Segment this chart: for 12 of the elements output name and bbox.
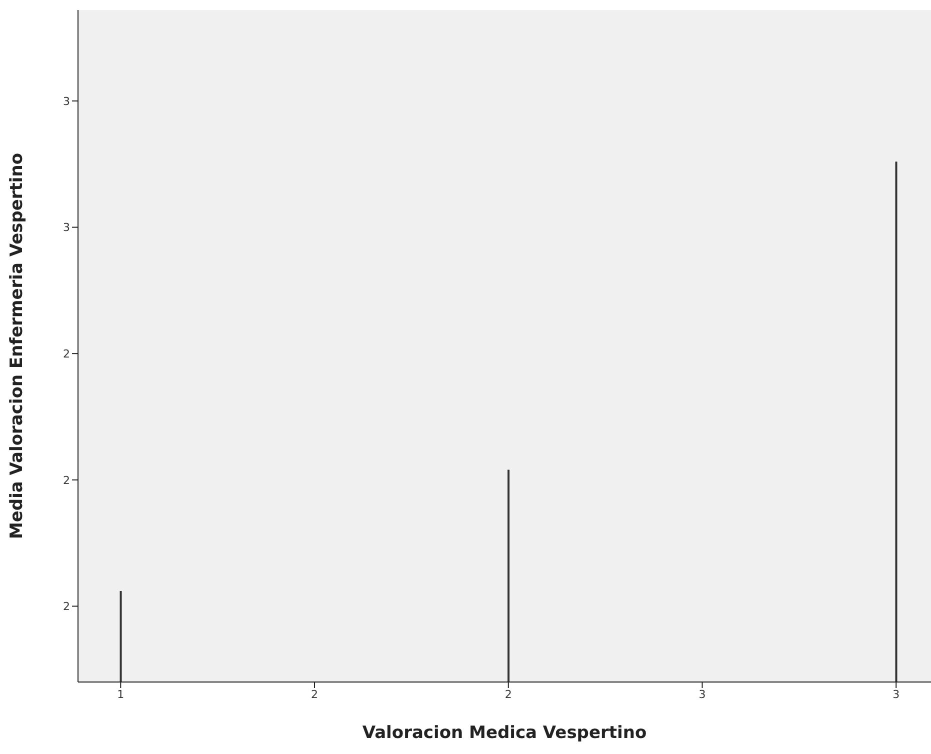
- x-axis-title: Valoracion Medica Vespertino: [362, 723, 647, 743]
- y-axis-title: Media Valoracion Enfermeria Vespertino: [7, 152, 28, 540]
- x-tick-label: 3: [698, 688, 706, 701]
- x-tick-label: 3: [892, 688, 900, 701]
- x-tick-label: 1: [117, 688, 124, 701]
- x-tick-label: 2: [311, 688, 318, 701]
- y-tick-label: 2: [63, 474, 70, 487]
- y-tick-label: 3: [63, 221, 70, 234]
- y-tick-label: 2: [63, 347, 70, 360]
- y-tick-label: 3: [63, 94, 70, 108]
- x-tick-label: 2: [504, 688, 512, 701]
- y-tick-label: 2: [63, 600, 70, 614]
